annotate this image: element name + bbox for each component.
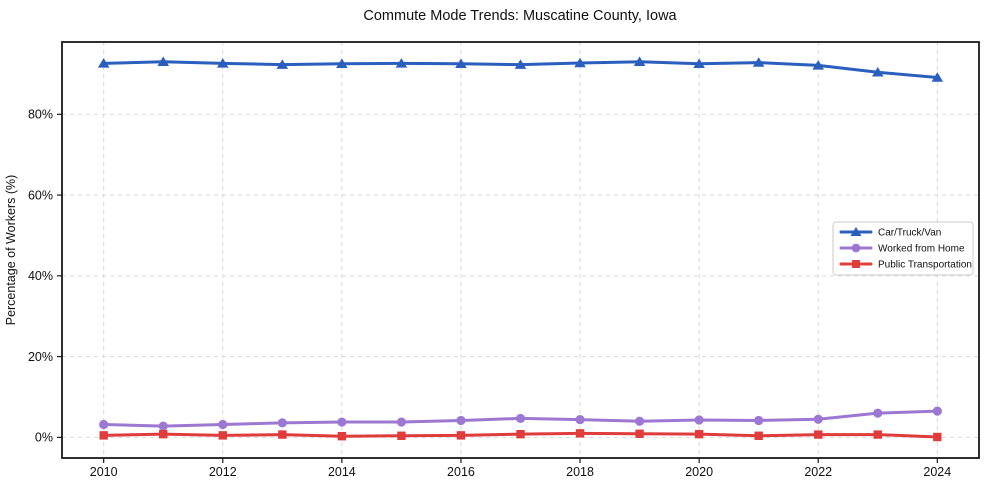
square-marker (754, 431, 763, 440)
legend-item-public-transportation: Public Transportation (839, 260, 972, 271)
circle-marker (99, 419, 109, 430)
series-worked-from-home (99, 406, 942, 431)
triangle-marker (931, 72, 944, 82)
square-marker (337, 431, 347, 441)
triangle-marker (752, 57, 765, 67)
square-marker (159, 429, 168, 439)
square-marker (575, 429, 585, 438)
legend-box (832, 221, 974, 276)
circle-marker (813, 414, 823, 424)
triangle-marker (812, 60, 825, 70)
x-tick-label: 2014 (328, 465, 356, 479)
square-marker (397, 431, 406, 440)
series-car-truck-van (97, 56, 944, 82)
circle-marker (575, 415, 585, 425)
square-marker (852, 260, 860, 268)
circle-marker (277, 418, 287, 428)
legend: Car/Truck/Van Worked from Home Public Tran… (832, 221, 974, 276)
triangle-marker (336, 58, 348, 69)
square-marker (99, 431, 108, 440)
circle-marker (932, 406, 942, 416)
x-tick-label: 2016 (447, 465, 475, 479)
circle-marker (873, 408, 883, 418)
square-marker (873, 430, 882, 439)
x-tick-label: 2012 (209, 465, 237, 479)
square-marker (278, 430, 287, 439)
triangle-marker (850, 226, 862, 236)
square-marker (933, 432, 942, 442)
triangle-marker (157, 56, 170, 66)
series-lines (97, 56, 944, 442)
square-marker (456, 431, 466, 440)
gridlines (62, 42, 979, 458)
legend-item-car-truck-van: Car/Truck/Van (839, 226, 941, 239)
triangle-marker (216, 58, 229, 68)
series-public-transportation (99, 429, 942, 442)
triangle-marker (276, 59, 289, 69)
circle-marker (337, 417, 347, 427)
circle-marker (694, 415, 704, 425)
y-tick-label: 80% (28, 107, 53, 121)
y-tick-label: 60% (28, 188, 53, 202)
circle-marker (158, 421, 168, 431)
circle-marker (851, 243, 861, 253)
triangle-marker (871, 66, 884, 77)
circle-marker (218, 419, 228, 430)
axes: 2010 2012 2014 2016 2018 2020 2022 2024 0% 20% 40%… (28, 41, 980, 479)
circle-marker (396, 417, 407, 427)
circle-marker (754, 415, 764, 426)
legend-item-worked-from-home: Worked from Home (839, 243, 965, 255)
circle-marker (456, 415, 466, 426)
x-tick-label: 2022 (804, 465, 832, 479)
triangle-marker (395, 58, 408, 68)
triangle-marker (633, 56, 646, 66)
legend-label: Car/Truck/Van (878, 228, 941, 239)
x-tick-label: 2010 (90, 465, 118, 479)
y-tick-label: 40% (28, 269, 53, 283)
legend-label: Public Transportation (878, 260, 972, 271)
circle-marker (515, 413, 526, 424)
triangle-marker (574, 57, 586, 68)
square-marker (516, 429, 525, 439)
legend-label: Worked from Home (878, 244, 965, 255)
chart-title: Commute Mode Trends: Muscatine County, I… (363, 8, 677, 24)
y-axis-label: Percentage of Workers (%) (4, 175, 18, 326)
triangle-marker (455, 58, 467, 69)
x-tick-label: 2024 (923, 465, 951, 479)
square-marker (218, 431, 227, 440)
triangle-marker (97, 58, 110, 68)
plot-frame (61, 41, 980, 459)
x-tick-label: 2020 (685, 465, 713, 479)
x-tick-label: 2018 (566, 465, 594, 479)
square-marker (635, 429, 644, 438)
y-tick-label: 20% (28, 350, 53, 364)
triangle-marker (514, 59, 527, 69)
circle-marker (634, 416, 645, 426)
triangle-marker (693, 58, 705, 69)
square-marker (694, 429, 704, 439)
square-marker (814, 430, 823, 439)
y-tick-label: 0% (35, 431, 53, 445)
